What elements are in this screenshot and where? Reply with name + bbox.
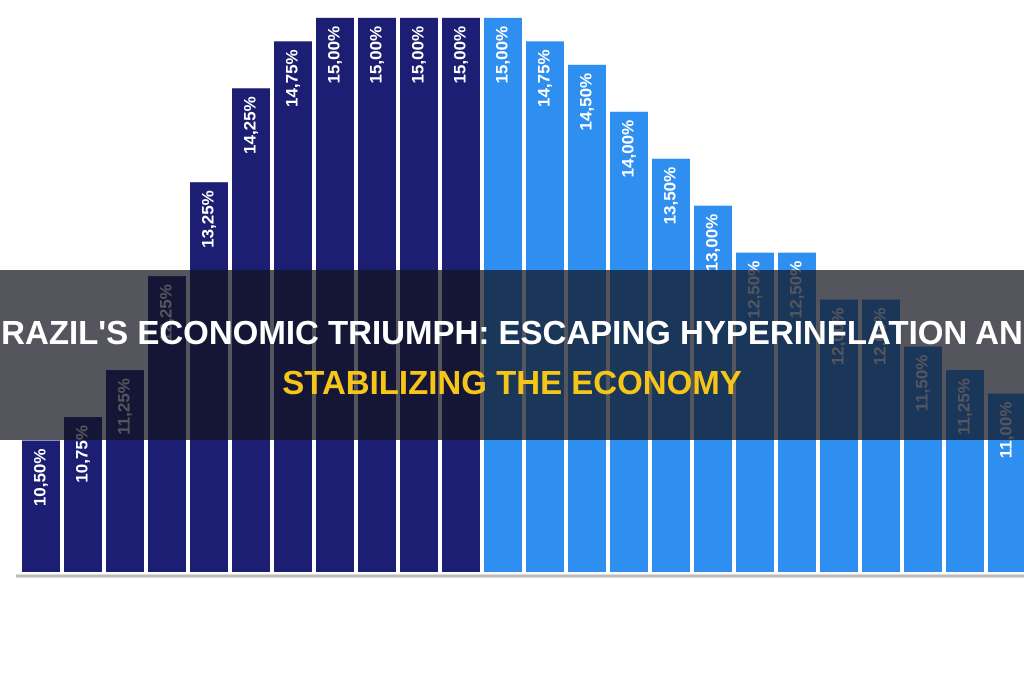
value-label: 13,50% (660, 167, 679, 225)
value-label: 14,75% (534, 49, 553, 107)
value-label: 13,00% (702, 214, 721, 272)
value-label: 15,00% (492, 26, 511, 84)
bar (22, 440, 60, 572)
value-label: 14,25% (240, 96, 259, 154)
value-label: 14,50% (576, 73, 595, 131)
value-label: 10,50% (30, 449, 49, 507)
watermark: Shun Culture (870, 628, 1002, 651)
value-label: 14,00% (618, 120, 637, 178)
title-line: BRAZIL'S ECONOMIC TRIUMPH: ESCAPING HYPE… (0, 314, 1024, 351)
bar (64, 417, 102, 572)
value-label: 13,25% (198, 190, 217, 248)
value-label: 14,75% (282, 49, 301, 107)
title-band (0, 270, 1024, 440)
value-label: 15,00% (408, 26, 427, 84)
value-label: 15,00% (324, 26, 343, 84)
title-line: STABILIZING THE ECONOMY (282, 364, 742, 401)
value-label: 15,00% (450, 26, 469, 84)
value-label: 15,00% (366, 26, 385, 84)
